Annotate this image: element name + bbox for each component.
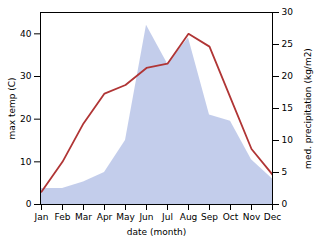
svg-text:10: 10 <box>282 135 294 145</box>
svg-text:Jun: Jun <box>138 212 153 222</box>
svg-text:0: 0 <box>26 199 32 209</box>
svg-text:Aug: Aug <box>180 212 198 222</box>
svg-text:med. precipitation (kg/m2): med. precipitation (kg/m2) <box>303 48 313 169</box>
svg-text:date (month): date (month) <box>127 227 186 237</box>
svg-text:30: 30 <box>20 71 32 81</box>
svg-text:15: 15 <box>282 103 293 113</box>
svg-text:30: 30 <box>282 7 294 17</box>
svg-text:Dec: Dec <box>264 212 281 222</box>
svg-text:40: 40 <box>20 29 32 39</box>
svg-text:25: 25 <box>282 39 293 49</box>
svg-text:5: 5 <box>282 167 288 177</box>
svg-text:May: May <box>116 212 135 222</box>
svg-text:max temp (C): max temp (C) <box>7 77 17 139</box>
svg-text:20: 20 <box>20 114 32 124</box>
svg-text:Oct: Oct <box>223 212 239 222</box>
svg-text:Mar: Mar <box>75 212 92 222</box>
svg-text:10: 10 <box>20 157 32 167</box>
svg-text:Jan: Jan <box>34 212 49 222</box>
svg-text:Apr: Apr <box>97 212 113 222</box>
svg-text:Jul: Jul <box>161 212 173 222</box>
svg-text:Nov: Nov <box>243 212 261 222</box>
svg-text:20: 20 <box>282 71 294 81</box>
svg-text:Sep: Sep <box>201 212 218 222</box>
svg-text:0: 0 <box>282 199 288 209</box>
svg-text:Feb: Feb <box>55 212 71 222</box>
